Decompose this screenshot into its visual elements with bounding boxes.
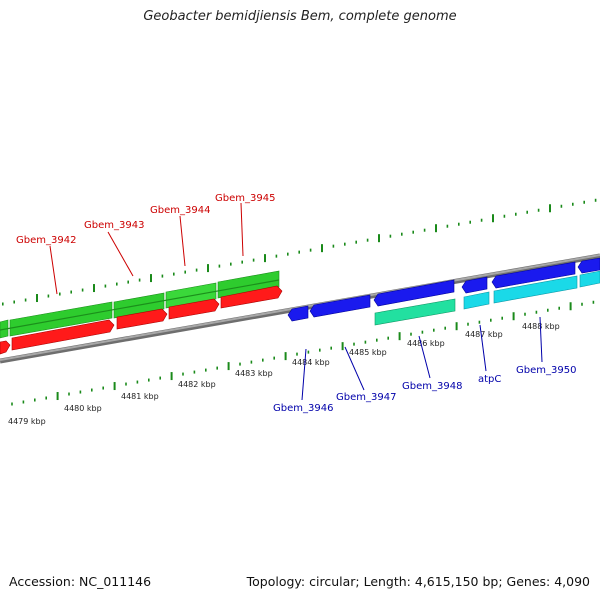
label-gbem-3947[interactable]: Gbem_3947 <box>336 392 396 403</box>
reverse-labels: Gbem_3946 Gbem_3947 Gbem_3948 atpC Gbem_… <box>273 316 576 414</box>
forward-labels: Gbem_3942 Gbem_3943 Gbem_3944 Gbem_3945 <box>16 193 275 295</box>
tick-label: 4485 kbp <box>349 348 387 357</box>
cds-atpc[interactable] <box>463 291 490 310</box>
gene-gbem-3948[interactable] <box>373 279 455 307</box>
gene-gbem-3946[interactable] <box>287 305 309 322</box>
forward-gene-track <box>0 270 280 339</box>
cds-gbem-3944a[interactable] <box>116 308 168 330</box>
cds-gbem-3945[interactable] <box>220 285 283 309</box>
gene-atpc[interactable] <box>461 276 488 294</box>
tick-label: 4483 kbp <box>235 369 273 378</box>
genome-stats-text: Topology: circular; Length: 4,615,150 bp… <box>246 574 590 589</box>
label-atpc[interactable]: atpC <box>478 374 501 385</box>
label-gbem-3942[interactable]: Gbem_3942 <box>16 235 76 246</box>
accession-text: Accession: NC_011146 <box>9 574 152 589</box>
reverse-cds-track <box>374 270 600 326</box>
forward-cds-track <box>0 285 283 355</box>
cds-gbem-3942[interactable] <box>0 340 11 355</box>
tick-label: 4486 kbp <box>407 339 445 348</box>
label-gbem-3945[interactable]: Gbem_3945 <box>215 193 275 204</box>
label-gbem-3950[interactable]: Gbem_3950 <box>516 365 576 376</box>
tick-label: 4480 kbp <box>64 404 102 413</box>
cds-next[interactable] <box>579 270 600 288</box>
cds-gbem-3950[interactable] <box>493 275 578 304</box>
tick-label: 4487 kbp <box>465 330 503 339</box>
tick-label: 4479 kbp <box>8 417 46 426</box>
tick-layer: 4479 kbp 4480 kbp 4481 kbp 4482 kbp 4483 kbp… <box>1 198 597 426</box>
label-gbem-3943[interactable]: Gbem_3943 <box>84 220 144 231</box>
label-gbem-3948[interactable]: Gbem_3948 <box>402 381 462 392</box>
cds-gbem-3948[interactable] <box>374 298 456 326</box>
reverse-gene-track <box>287 257 600 322</box>
tick-label: 4482 kbp <box>178 380 216 389</box>
cds-gbem-3944b[interactable] <box>168 298 220 320</box>
gene-next[interactable] <box>577 257 600 274</box>
label-gbem-3944[interactable]: Gbem_3944 <box>150 205 210 216</box>
label-gbem-3946[interactable]: Gbem_3946 <box>273 403 333 414</box>
map-title: Geobacter bemidjiensis Bem, complete gen… <box>143 9 457 24</box>
gene-gbem-3947[interactable] <box>309 294 371 318</box>
tick-label: 4484 kbp <box>292 358 330 367</box>
gene-gbem-3945b[interactable] <box>217 270 280 299</box>
cds-gbem-3943[interactable] <box>11 319 115 351</box>
tick-label: 4481 kbp <box>121 392 159 401</box>
gene-gbem-3950[interactable] <box>491 261 576 289</box>
